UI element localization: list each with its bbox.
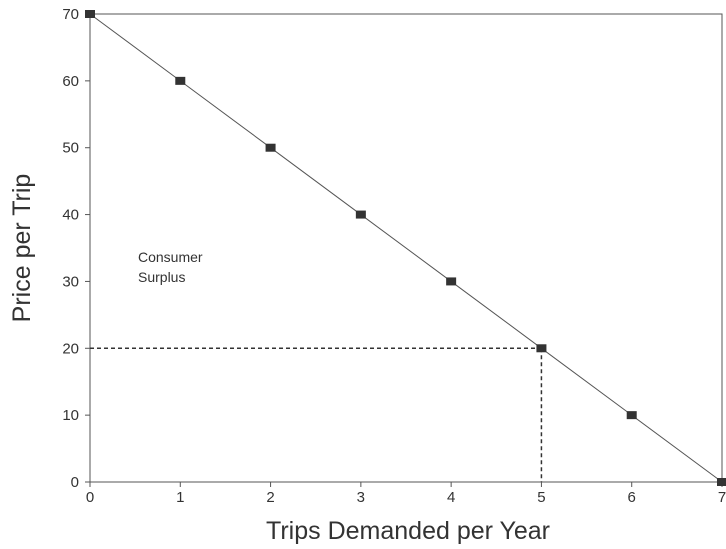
y-tick-label: 40: [62, 207, 79, 224]
data-point-marker: [536, 344, 547, 353]
data-point-marker: [175, 76, 186, 85]
y-tick-label: 70: [62, 6, 79, 23]
data-point-marker: [265, 143, 276, 152]
y-tick-label: 0: [71, 474, 79, 491]
y-tick-label: 10: [62, 407, 79, 424]
x-tick-label: 7: [718, 489, 726, 506]
y-axis-title: Price per Trip: [8, 174, 36, 323]
annotation-surplus: Surplus: [138, 269, 185, 285]
data-point-marker: [446, 277, 457, 286]
data-point-marker: [626, 411, 637, 420]
plot-frame: [89, 13, 723, 483]
data-markers: [85, 10, 726, 486]
y-tick-label: 60: [62, 73, 79, 90]
x-tick-label: 2: [266, 489, 274, 506]
x-tick-label: 1: [176, 489, 184, 506]
y-tick-label: 20: [62, 340, 79, 357]
x-axis-title: Trips Demanded per Year: [266, 517, 550, 545]
y-tick-label: 30: [62, 273, 79, 290]
data-point-marker: [85, 10, 95, 18]
annotation-consumer: Consumer: [138, 249, 203, 265]
data-point-marker: [355, 210, 366, 219]
data-point-marker: [717, 478, 726, 486]
x-tick-label: 0: [86, 489, 94, 506]
y-tick-labels: 0 10 20 30 40 50 60 70: [62, 6, 79, 491]
x-tick-labels: 0 1 2 3 4 5 6 7: [86, 489, 726, 506]
y-tick-label: 50: [62, 140, 79, 157]
x-tick-label: 3: [357, 489, 365, 506]
demand-line: [89, 13, 723, 483]
x-tick-label: 6: [628, 489, 636, 506]
x-tick-label: 5: [537, 489, 545, 506]
x-tick-label: 4: [447, 489, 455, 506]
